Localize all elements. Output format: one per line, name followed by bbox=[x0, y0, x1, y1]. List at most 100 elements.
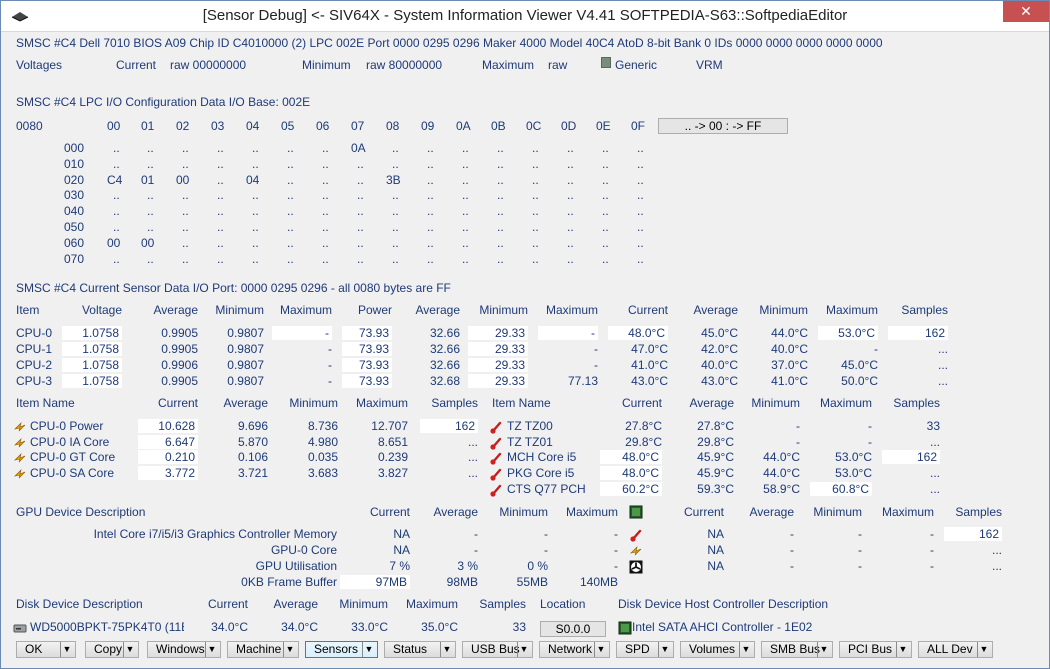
toolbar-button-sensors[interactable]: Sensors ▼ bbox=[305, 641, 378, 658]
toolbar-button-status[interactable]: Status ▼ bbox=[384, 641, 456, 658]
chevron-down-icon[interactable]: ▼ bbox=[362, 642, 375, 657]
temp-value: 53.0°C bbox=[835, 466, 872, 481]
power-value: 8.736 bbox=[307, 419, 338, 433]
toolbar-button-label: USB Bus bbox=[471, 642, 520, 656]
chevron-down-icon[interactable]: ▼ bbox=[517, 642, 530, 657]
power-item: CPU-0 Power bbox=[30, 419, 104, 433]
gpu-item: Intel Core i7/i5/i3 Graphics Controller … bbox=[93, 527, 337, 541]
lpc-cell: .. bbox=[113, 141, 120, 155]
chevron-down-icon[interactable]: ▼ bbox=[594, 642, 607, 657]
gpu-value: 0 % bbox=[527, 559, 548, 573]
disk-header: Average bbox=[273, 597, 318, 611]
disk-name: WD5000BPKT-75PK4T0 (11E bbox=[30, 620, 184, 634]
chevron-down-icon[interactable]: ▼ bbox=[658, 642, 671, 657]
gpu-header-2: Current bbox=[683, 505, 724, 519]
power-value: 6.647 bbox=[138, 434, 198, 449]
chevron-down-icon[interactable]: ▼ bbox=[440, 642, 453, 657]
info-volt-label: Voltages bbox=[16, 58, 63, 72]
power-value: 12.707 bbox=[371, 419, 408, 433]
sensor-value: 37.0°C bbox=[771, 358, 808, 372]
lpc-cell: .. bbox=[497, 220, 504, 234]
sensor-value: - bbox=[328, 374, 332, 388]
power-header: Item Name bbox=[16, 396, 75, 410]
toolbar-button-all-dev[interactable]: ALL Dev ▼ bbox=[918, 641, 993, 658]
chevron-down-icon[interactable]: ▼ bbox=[739, 642, 752, 657]
info-vrm: VRM bbox=[696, 58, 723, 72]
toolbar-button-windows[interactable]: Windows ▼ bbox=[147, 641, 221, 658]
gpu-value: NA bbox=[393, 543, 410, 557]
lpc-cell: .. bbox=[217, 188, 224, 203]
lpc-cell: .. bbox=[602, 251, 609, 266]
sensor-item: CPU-1 bbox=[16, 342, 53, 356]
sensor-value: 41.0°C bbox=[771, 374, 808, 388]
sensor-value: - bbox=[594, 358, 598, 372]
chevron-down-icon[interactable]: ▼ bbox=[977, 642, 990, 657]
gpu-value: 7 % bbox=[389, 559, 410, 573]
sensor-item: CPU-3 bbox=[16, 374, 53, 388]
power-value: 3.772 bbox=[138, 466, 198, 481]
toolbar-button-pci-bus[interactable]: PCI Bus ▼ bbox=[839, 641, 912, 658]
temp-value: - bbox=[796, 434, 800, 449]
chevron-down-icon[interactable]: ▼ bbox=[205, 642, 218, 657]
gpu-value: 98MB bbox=[446, 575, 478, 589]
lpc-col-header: 0B bbox=[491, 119, 506, 133]
chevron-down-icon[interactable]: ▼ bbox=[817, 642, 830, 657]
toolbar-button-machine[interactable]: Machine ▼ bbox=[227, 641, 299, 658]
toolbar-button-usb-bus[interactable]: USB Bus ▼ bbox=[462, 641, 533, 658]
power-header: Average bbox=[223, 396, 268, 410]
temp-value: 162 bbox=[882, 450, 940, 465]
sensor-value: - bbox=[328, 358, 332, 372]
temp-header: Minimum bbox=[751, 396, 800, 410]
sensor-header: Minimum bbox=[759, 303, 808, 317]
lpc-cell: .. bbox=[567, 188, 574, 203]
chevron-down-icon[interactable]: ▼ bbox=[283, 642, 296, 657]
gpu-value: 97MB bbox=[340, 575, 410, 589]
gpu-value-2: - bbox=[858, 559, 862, 573]
toolbar-button-label: OK bbox=[25, 642, 43, 656]
toolbar-button-spd[interactable]: SPD ▼ bbox=[616, 641, 674, 658]
power-value: ... bbox=[467, 466, 478, 481]
chevron-down-icon[interactable]: ▼ bbox=[123, 642, 136, 657]
lpc-range-button[interactable]: .. -> 00 : -> FF bbox=[658, 118, 788, 134]
lpc-cell: .. bbox=[217, 156, 224, 171]
toolbar-button-network[interactable]: Network ▼ bbox=[539, 641, 610, 658]
lpc-cell: .. bbox=[357, 220, 364, 234]
gpu-value-2: - bbox=[930, 543, 934, 557]
close-button[interactable]: ✕ bbox=[1003, 1, 1049, 22]
lpc-cell: .. bbox=[322, 141, 329, 155]
gpu-item: GPU-0 Core bbox=[270, 543, 337, 557]
lpc-row-addr: 010 bbox=[64, 156, 85, 171]
title-bar: [Sensor Debug] <- SIV64X - System Inform… bbox=[1, 1, 1049, 32]
toolbar-button-volumes[interactable]: Volumes ▼ bbox=[680, 641, 755, 658]
lpc-cell: .. bbox=[427, 156, 434, 171]
info-minimum: Minimum bbox=[302, 58, 351, 72]
toolbar-button-smb-bus[interactable]: SMB Bus ▼ bbox=[761, 641, 833, 658]
lpc-cell: .. bbox=[637, 188, 644, 203]
temp-value: ... bbox=[929, 466, 940, 481]
lpc-cell: .. bbox=[252, 204, 259, 219]
toolbar-button-ok[interactable]: OK ▼ bbox=[16, 641, 76, 658]
lpc-cell: .. bbox=[113, 204, 120, 219]
sensor-header: Samples bbox=[901, 303, 948, 317]
gpu-value-2: NA bbox=[707, 527, 724, 541]
lpc-base: 0080 bbox=[16, 119, 43, 133]
power-value: ... bbox=[467, 434, 478, 449]
sensor-value: 44.0°C bbox=[771, 326, 808, 340]
thermometer-icon bbox=[489, 420, 503, 434]
toolbar-button-copy[interactable]: Copy ▼ bbox=[85, 641, 139, 658]
temp-value: 45.9°C bbox=[697, 466, 734, 481]
gpu-header: Maximum bbox=[565, 505, 618, 519]
chevron-down-icon[interactable]: ▼ bbox=[60, 642, 73, 657]
gpu-value-2: ... bbox=[991, 543, 1002, 557]
power-value: 4.980 bbox=[307, 434, 338, 449]
disk-value: 33 bbox=[512, 620, 526, 634]
lpc-col-header: 02 bbox=[176, 119, 190, 133]
sensor-value: ... bbox=[937, 358, 948, 372]
lpc-cell: .. bbox=[182, 156, 189, 171]
lpc-cell: .. bbox=[637, 235, 644, 250]
chevron-down-icon[interactable]: ▼ bbox=[896, 642, 909, 657]
disk-location-button[interactable]: S0.0.0 bbox=[540, 621, 606, 637]
toolbar-button-label: Machine bbox=[236, 642, 282, 656]
lpc-cell: .. bbox=[392, 220, 399, 234]
gpu-value: 55MB bbox=[516, 575, 548, 589]
